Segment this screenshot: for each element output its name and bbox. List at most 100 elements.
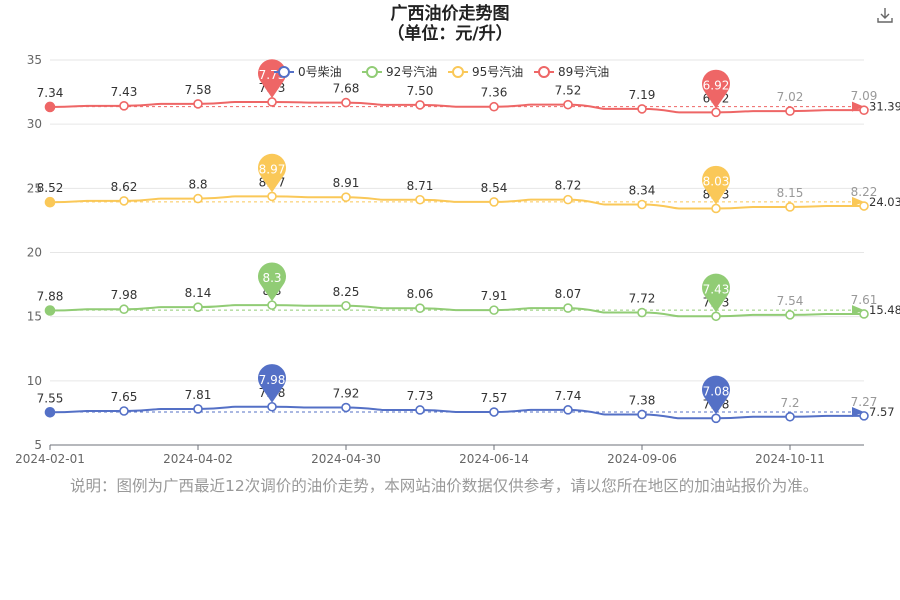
average-arrow [852,305,864,316]
data-label: 7.68 [333,82,360,96]
min-marker [702,273,731,313]
data-label: 8.06 [407,287,434,301]
data-point [341,300,351,311]
x-tick-label: 2024-09-06 [607,452,677,466]
max-marker [258,153,286,193]
data-label: 7.88 [37,290,64,304]
data-label: 8.15 [777,186,804,200]
data-label: 7.27 [851,395,878,409]
max-label: 7.98 [259,373,286,387]
data-label: 7.43 [111,85,138,99]
chart-title: 广西油价走势图 [390,4,510,24]
average-label: 24.03 [869,195,900,209]
data-point [563,303,573,313]
data-point [267,191,277,202]
average-label: 15.48 [869,303,900,317]
data-label: 7.55 [37,391,64,405]
data-point [119,101,129,111]
average-label: 7.57 [869,405,895,419]
data-point [119,406,129,416]
data-point [267,401,277,412]
series-line-1 [49,304,864,318]
data-point [563,194,573,205]
data-point [193,193,203,204]
data-label: 8.14 [185,286,212,300]
data-label: 8.54 [481,181,508,195]
data-label: 8.71 [407,179,434,193]
data-point [711,107,721,118]
data-point [415,100,425,110]
y-tick-label: 30 [27,117,42,131]
data-point [859,201,869,211]
x-tick-label: 2024-10-11 [755,452,825,466]
chart-title-block: 广西油价走势图 （单位：元/升） [0,4,900,44]
y-tick-label: 35 [27,53,42,67]
data-label: 7.54 [777,294,804,308]
download-icon[interactable] [876,6,894,24]
data-label: 8.34 [629,184,656,198]
data-label: 8.52 [37,181,64,195]
data-label: 7.38 [629,393,656,407]
data-point [859,411,869,421]
data-point [341,97,351,108]
average-arrow [852,406,864,417]
data-point [44,196,56,208]
min-label: 6.92 [703,78,730,92]
data-point [563,405,573,415]
data-point [637,409,647,420]
data-label: 7.09 [851,89,878,103]
data-label: 7.98 [111,288,138,302]
data-label: 7.61 [851,293,878,307]
data-point [341,402,351,413]
series-line-2 [49,195,864,210]
series-line-3 [49,100,864,114]
data-label: 8.91 [333,176,360,190]
data-point [193,404,203,414]
data-label: 8.72 [555,179,582,193]
legend-marker [278,66,290,78]
legend-label: 95号汽油 [472,64,523,79]
data-label: 7.65 [111,390,138,404]
chart-note: 说明：图例为广西最近12次调价的油价走势，本网站油价数据仅供参考，请以您所在地区… [70,477,819,495]
legend-label: 92号汽油 [386,64,437,79]
data-point [44,305,56,316]
average-arrow [852,101,864,112]
data-label: 8.62 [111,180,138,194]
data-point [489,407,499,417]
data-label: 7.34 [37,86,64,100]
data-point [785,411,795,422]
x-tick-label: 2024-04-30 [311,452,381,466]
chart-subtitle: （单位：元/升） [387,24,513,44]
data-point [489,305,499,315]
legend-marker [538,66,550,78]
data-point [711,311,721,322]
x-tick-label: 2024-06-14 [459,452,529,466]
min-marker [702,69,730,109]
data-label: 7.81 [185,388,212,402]
min-label: 7.08 [703,384,730,398]
series-line-0 [49,405,864,420]
data-label: 7.57 [481,391,508,405]
data-point [785,106,795,116]
data-label: 7.50 [407,84,434,98]
legend-marker [366,66,378,78]
data-label: 7.52 [555,84,582,98]
data-point [267,97,277,107]
data-label: 7.58 [185,83,212,97]
data-point [563,99,573,110]
min-marker [702,375,731,415]
data-point [637,104,647,114]
max-marker [258,364,286,403]
data-point [859,105,869,115]
y-tick-label: 25 [27,181,42,195]
legend-label: 0号柴油 [298,65,342,79]
x-tick-label: 2024-04-02 [163,452,233,466]
y-tick-label: 20 [27,246,42,260]
data-point [637,307,647,318]
data-label: 7.36 [481,86,508,100]
data-label: 8.07 [555,287,582,301]
data-label: 8.22 [851,185,878,199]
data-label: 8.25 [333,285,360,299]
legend-label: 89号汽油 [558,64,609,79]
